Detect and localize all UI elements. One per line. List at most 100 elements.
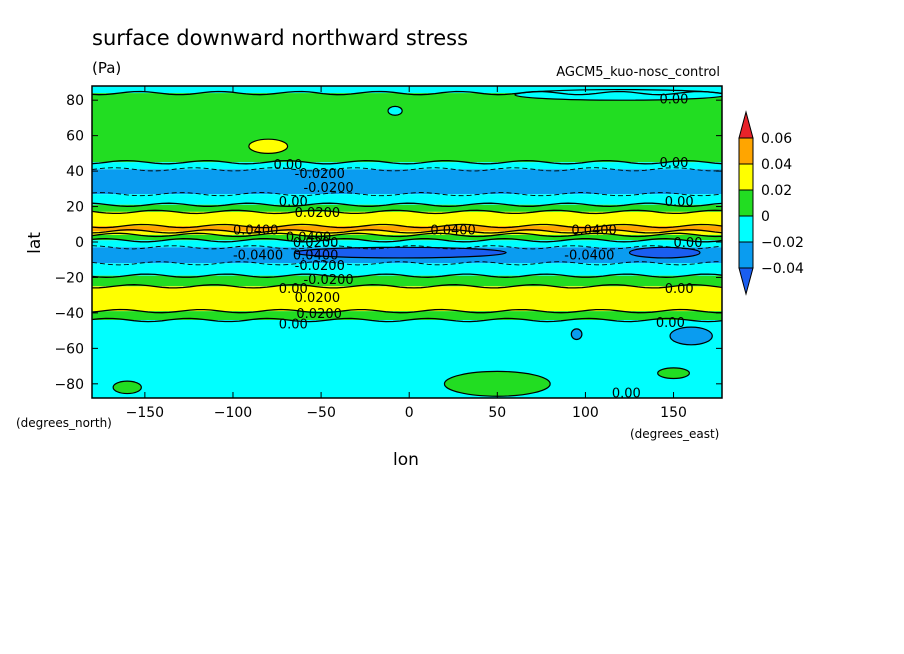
contour-label-10: 0.0400 [571,224,617,239]
y-tick-label-3: 20 [66,200,84,216]
contour-label-11: 0.0400 [286,231,332,246]
contour-label-9: 0.0400 [430,224,476,239]
region-2 [657,367,690,380]
contour-label-0: 0.00 [659,92,688,107]
band-14 [92,286,722,312]
colorbar-swatch-4 [738,215,754,243]
region-8 [669,326,713,346]
colorbar-swatch-2 [738,163,754,191]
filled-regions [112,88,722,397]
contour-line-1 [92,90,722,96]
x-units-label: (degrees_east) [630,427,719,441]
contour-line-15 [92,308,722,314]
band-13 [92,275,722,287]
contour-label-20: 0.0200 [295,291,341,306]
colorbar-swatch-3 [738,189,754,217]
contour-labels: 0.000.00-0.0200-0.02000.000.02000.000.00… [233,92,703,402]
contour-label-21: 0.0200 [296,307,342,322]
y-tick-label-4: 0 [75,235,84,251]
band-10 [92,240,722,248]
band-2 [92,162,722,170]
contour-label-8: 0.0400 [233,224,278,239]
contour-label-3: -0.0200 [303,181,353,196]
contour-label-15: 0.0400 [293,248,339,263]
region-6 [294,246,507,259]
contour-label-17: -0.0200 [295,259,345,274]
y-units-label: (degrees_north) [16,416,112,430]
band-1 [92,93,722,163]
y-tick-label-1: 60 [66,129,84,145]
colorbar-cap-bottom [738,267,754,296]
contour-line-7 [92,223,722,229]
colorbar-label-5: −0.04 [761,261,804,277]
contour-lines [92,90,722,323]
band-4 [92,194,722,205]
band-7 [92,226,722,232]
region-7 [628,246,701,259]
contour-label-25: 0.00 [665,282,694,297]
y-tick-label-2: 40 [66,164,84,180]
contour-label-12: 0.0200 [293,236,339,251]
contour-label-14: -0.0400 [233,248,283,263]
run-label: AGCM5_kuo-nosc_control [556,65,720,80]
colorbar: 0.06 0.04 0.02 0 −0.02 −0.04 [738,110,804,296]
contour-label-7: 0.00 [665,195,694,210]
band-3 [92,169,722,195]
colorbar-label-1: 0.04 [761,157,792,173]
contour-line-11 [92,245,722,250]
contour-label-16: -0.0400 [564,248,614,263]
contour-label-5: 0.0200 [295,206,341,221]
y-axis-ticks: 80 60 40 20 0 −20 −40 −60 −80 [54,93,722,393]
y-axis-label: lat [25,232,45,254]
band-0 [92,86,722,94]
band-15 [92,311,722,320]
band-12 [92,263,722,276]
x-tick-label-0: −150 [126,405,164,421]
contour-line-6 [92,209,722,215]
colorbar-swatch-5 [738,241,754,269]
region-0 [112,380,142,395]
x-tick-label-4: 50 [488,405,506,421]
contour-label-2: -0.0200 [295,167,345,182]
contour-line-13 [92,273,722,278]
y-tick-label-0: 80 [66,93,84,109]
contour-label-6: 0.00 [659,156,688,171]
colorbar-label-3: 0 [761,209,770,225]
y-tick-label-5: −20 [54,270,84,286]
colorbar-label-4: −0.02 [761,235,804,251]
contour-label-18: -0.0200 [303,273,353,288]
band-5 [92,204,722,212]
y-tick-label-8: −80 [54,377,84,393]
contour-line-8 [92,229,722,234]
contour-line-2 [92,159,722,165]
x-tick-label-1: −100 [214,405,252,421]
band-6 [92,211,722,227]
colorbar-cap-top [738,110,754,139]
band-16 [92,320,722,398]
region-9 [570,328,583,341]
colorbar-swatch-1 [738,137,754,165]
colorbar-label-0: 0.06 [761,131,792,147]
contour-label-22: 0.00 [279,318,308,333]
units-label: (Pa) [92,59,121,77]
chart-title: surface downward northward stress [92,26,468,50]
contour-label-13: 0.00 [674,236,703,251]
region-3 [248,138,289,154]
x-tick-label-2: −50 [306,405,336,421]
contour-label-24: 0.00 [612,387,641,402]
y-tick-label-7: −60 [54,341,84,357]
x-tick-label-3: 0 [405,405,414,421]
contour-line-12 [92,261,722,266]
colorbar-label-2: 0.02 [761,183,792,199]
contour-line-4 [92,192,722,197]
contour-label-4: 0.00 [279,195,308,210]
x-tick-label-5: 100 [572,405,599,421]
plot-area: 0.000.00-0.0200-0.02000.000.02000.000.00… [92,86,722,402]
band-9 [92,234,722,241]
contour-line-5 [92,202,722,208]
x-tick-label-6: 150 [660,405,687,421]
x-axis-label: lon [393,450,419,470]
contour-label-1: 0.00 [274,158,303,173]
contour-line-14 [92,284,722,289]
